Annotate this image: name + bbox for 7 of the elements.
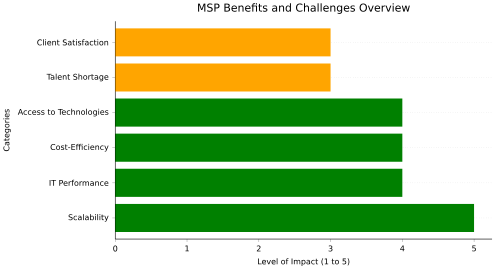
bar bbox=[115, 28, 331, 57]
bar bbox=[115, 98, 402, 127]
bar bbox=[115, 168, 402, 197]
bar bbox=[115, 204, 474, 232]
chart-title: MSP Benefits and Challenges Overview bbox=[198, 3, 410, 14]
bar bbox=[115, 134, 402, 162]
bar bbox=[115, 64, 331, 92]
